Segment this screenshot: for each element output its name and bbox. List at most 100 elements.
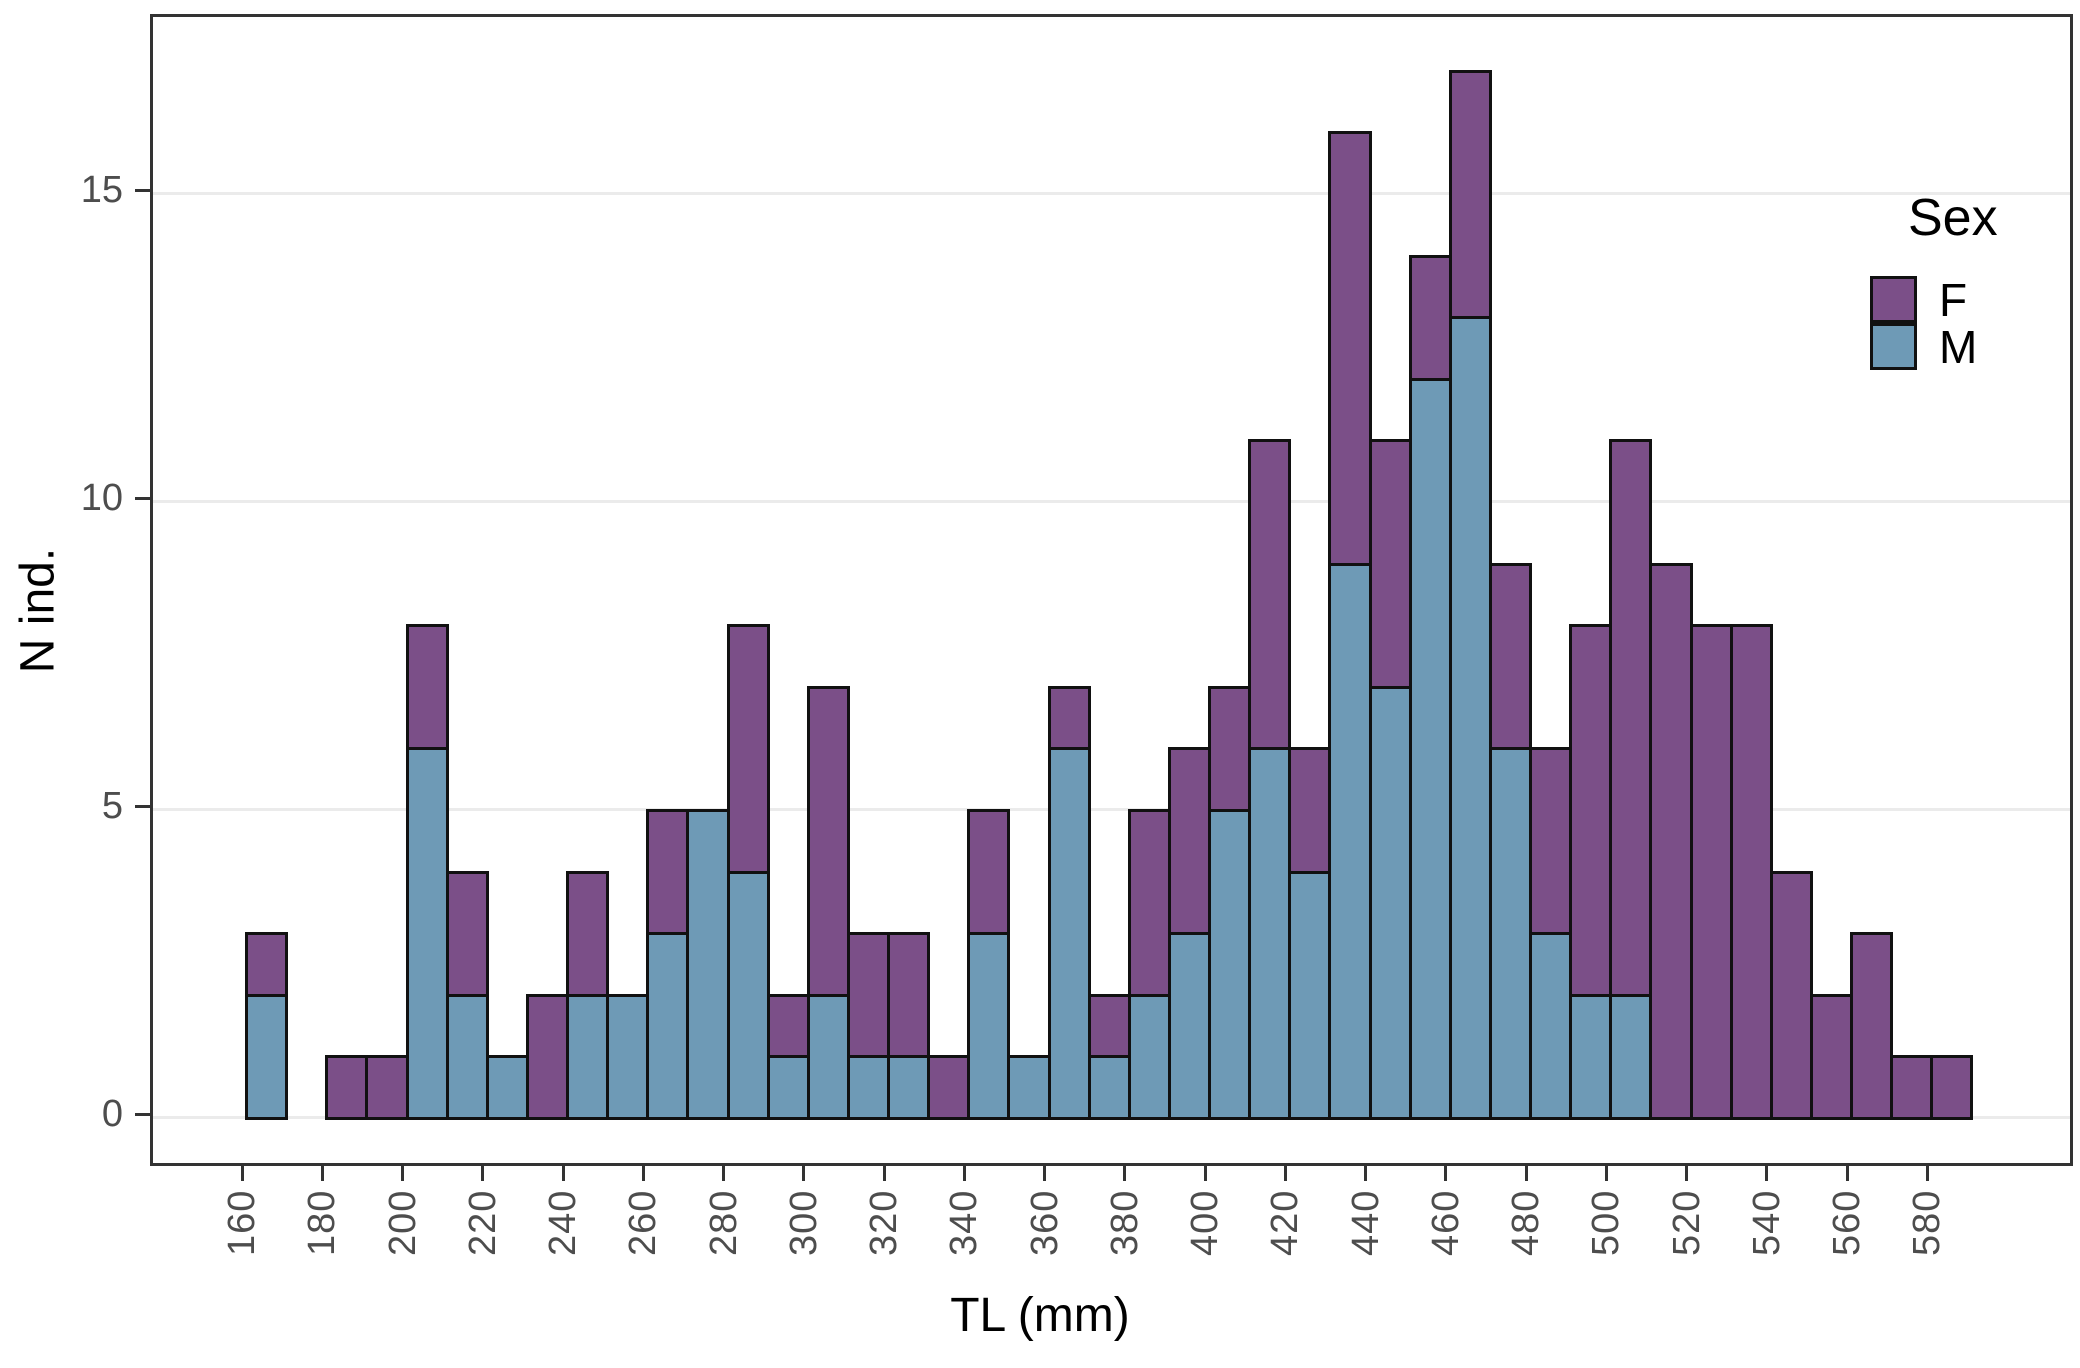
female-bar-segment-190 bbox=[365, 1055, 409, 1120]
male-bar-segment-350 bbox=[1007, 1055, 1051, 1120]
legend: Sex F M bbox=[1870, 188, 2070, 373]
female-bar-segment-500 bbox=[1609, 439, 1653, 997]
x-tick-440 bbox=[1364, 1166, 1367, 1181]
female-bar-segment-390 bbox=[1167, 747, 1211, 936]
x-tick-480 bbox=[1524, 1166, 1528, 1181]
female-bar-segment-240 bbox=[566, 870, 610, 997]
legend-entry-f: F bbox=[1870, 274, 2070, 326]
gridline-y-15 bbox=[153, 191, 2070, 195]
female-bar-segment-550 bbox=[1809, 993, 1853, 1120]
female-bar-segment-370 bbox=[1087, 993, 1131, 1059]
x-tick-label-400: 400 bbox=[1184, 1190, 1226, 1257]
y-tick-label-10: 10 bbox=[80, 477, 123, 519]
x-tick-500 bbox=[1604, 1166, 1608, 1181]
female-bar-segment-430 bbox=[1328, 131, 1372, 566]
female-bar-segment-230 bbox=[525, 993, 569, 1120]
x-tick-label-260: 260 bbox=[622, 1190, 665, 1257]
x-tick-160 bbox=[240, 1166, 244, 1181]
x-tick-460 bbox=[1444, 1166, 1448, 1181]
female-bar-segment-340 bbox=[967, 809, 1011, 936]
y-tick-5 bbox=[135, 804, 150, 808]
y-tick-0 bbox=[135, 1112, 150, 1116]
male-bar-segment-300 bbox=[806, 993, 850, 1120]
female-bar-segment-530 bbox=[1729, 624, 1773, 1120]
male-bar-segment-290 bbox=[766, 1055, 810, 1120]
male-bar-segment-220 bbox=[485, 1055, 529, 1120]
female-bar-segment-180 bbox=[325, 1055, 369, 1120]
y-tick-15 bbox=[135, 188, 150, 192]
x-tick-420 bbox=[1283, 1166, 1287, 1181]
legend-label-m: M bbox=[1939, 320, 1978, 373]
x-tick-540 bbox=[1765, 1166, 1769, 1181]
female-bar-segment-200 bbox=[405, 624, 449, 751]
x-tick-220 bbox=[481, 1166, 485, 1181]
x-tick-label-160: 160 bbox=[221, 1190, 263, 1257]
x-tick-180 bbox=[320, 1166, 324, 1181]
male-bar-segment-160 bbox=[245, 993, 289, 1120]
female-bar-segment-330 bbox=[927, 1055, 971, 1120]
male-bar-segment-270 bbox=[686, 809, 730, 1120]
x-tick-label-240: 240 bbox=[542, 1190, 584, 1257]
female-bar-segment-570 bbox=[1890, 1055, 1934, 1120]
male-bar-segment-310 bbox=[846, 1055, 890, 1120]
female-bar-segment-420 bbox=[1288, 747, 1332, 874]
x-tick-label-340: 340 bbox=[943, 1190, 986, 1257]
y-tick-label-5: 5 bbox=[101, 785, 123, 827]
x-tick-label-180: 180 bbox=[301, 1190, 344, 1257]
female-bar-segment-480 bbox=[1529, 747, 1573, 936]
female-color-swatch bbox=[1870, 276, 1917, 323]
female-bar-segment-540 bbox=[1769, 870, 1813, 1120]
male-bar-segment-240 bbox=[566, 993, 610, 1120]
male-bar-segment-490 bbox=[1569, 993, 1613, 1120]
male-bar-segment-320 bbox=[887, 1055, 931, 1120]
x-axis-title: TL (mm) bbox=[950, 1289, 1130, 1342]
legend-label-f: F bbox=[1939, 273, 1968, 326]
x-tick-label-580: 580 bbox=[1906, 1190, 1949, 1257]
x-tick-560 bbox=[1845, 1166, 1849, 1181]
female-bar-segment-580 bbox=[1930, 1055, 1974, 1120]
x-tick-label-200: 200 bbox=[381, 1190, 424, 1257]
x-tick-label-380: 380 bbox=[1103, 1190, 1146, 1257]
x-tick-520 bbox=[1685, 1166, 1688, 1181]
x-tick-360 bbox=[1043, 1166, 1046, 1181]
female-bar-segment-380 bbox=[1127, 809, 1171, 997]
x-tick-260 bbox=[641, 1166, 645, 1181]
male-bar-segment-420 bbox=[1288, 870, 1332, 1120]
legend-entry-m: M bbox=[1870, 321, 2070, 373]
female-bar-segment-360 bbox=[1047, 685, 1091, 751]
male-bar-segment-250 bbox=[606, 993, 650, 1120]
x-tick-label-300: 300 bbox=[782, 1190, 825, 1257]
female-bar-segment-400 bbox=[1208, 685, 1252, 812]
male-bar-segment-390 bbox=[1167, 932, 1211, 1120]
x-tick-label-500: 500 bbox=[1585, 1190, 1628, 1257]
female-bar-segment-440 bbox=[1368, 439, 1412, 689]
x-tick-label-520: 520 bbox=[1665, 1190, 1708, 1257]
male-bar-segment-370 bbox=[1087, 1055, 1131, 1120]
male-bar-segment-260 bbox=[646, 932, 690, 1120]
female-bar-segment-160 bbox=[245, 932, 289, 997]
male-bar-segment-470 bbox=[1488, 747, 1532, 1120]
female-bar-segment-320 bbox=[887, 932, 931, 1059]
x-tick-400 bbox=[1203, 1166, 1207, 1181]
male-bar-segment-280 bbox=[726, 870, 770, 1120]
female-bar-segment-260 bbox=[646, 809, 690, 936]
female-bar-segment-520 bbox=[1689, 624, 1733, 1120]
female-bar-segment-290 bbox=[766, 993, 810, 1059]
gridline-y-5 bbox=[153, 807, 2070, 811]
female-bar-segment-470 bbox=[1488, 562, 1532, 751]
x-tick-label-280: 280 bbox=[702, 1190, 745, 1257]
male-bar-segment-430 bbox=[1328, 562, 1372, 1120]
x-tick-320 bbox=[882, 1166, 886, 1181]
male-bar-segment-400 bbox=[1208, 809, 1252, 1120]
x-tick-280 bbox=[722, 1166, 725, 1181]
male-bar-segment-410 bbox=[1248, 747, 1292, 1120]
male-bar-segment-440 bbox=[1368, 685, 1412, 1120]
x-tick-label-560: 560 bbox=[1826, 1190, 1868, 1257]
y-tick-label-0: 0 bbox=[101, 1093, 123, 1135]
female-bar-segment-280 bbox=[726, 624, 770, 874]
female-bar-segment-460 bbox=[1448, 69, 1492, 320]
x-tick-label-460: 460 bbox=[1424, 1190, 1467, 1257]
female-bar-segment-300 bbox=[806, 685, 850, 997]
male-bar-segment-480 bbox=[1529, 932, 1573, 1120]
